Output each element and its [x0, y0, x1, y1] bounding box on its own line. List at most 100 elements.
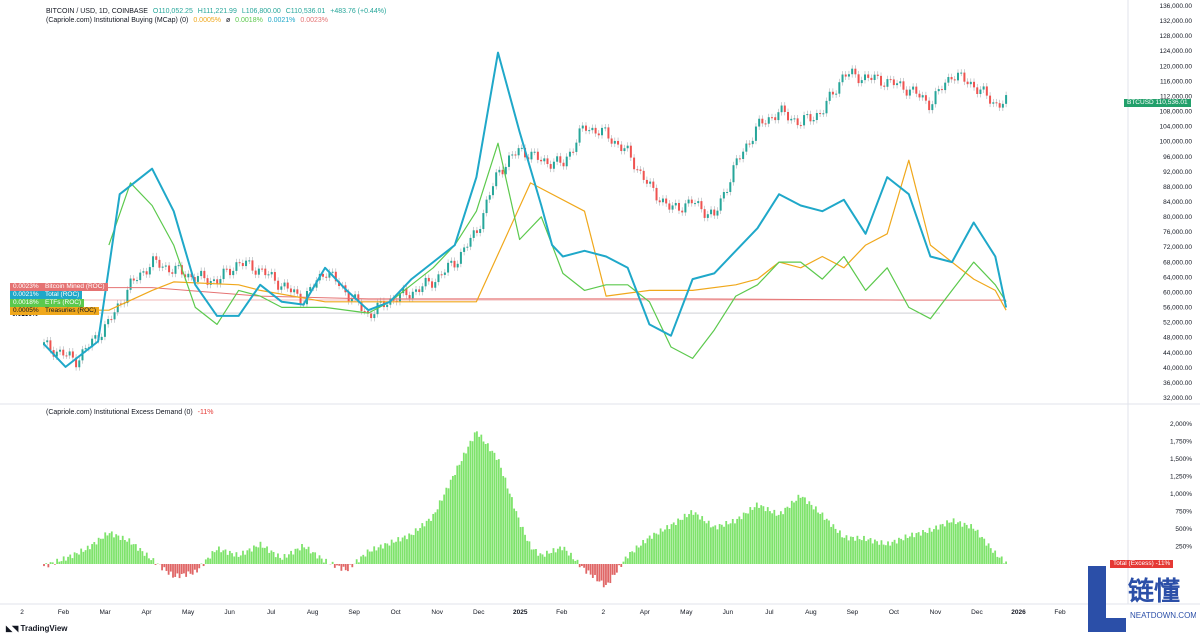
candle-body: [177, 265, 180, 267]
excess-bar: [141, 551, 144, 564]
excess-bar: [178, 564, 181, 579]
legend-tag: 0.0018% ETFs (ROC): [10, 299, 85, 307]
indicator-header[interactable]: (Capriole.com) Institutional Buying (MCa…: [46, 17, 331, 24]
excess-bar: [277, 553, 279, 564]
excess-bar: [303, 547, 306, 564]
excess-bar: [992, 552, 994, 564]
excess-bar: [379, 544, 382, 564]
series-line-treasuries-roc: [44, 159, 1007, 311]
excess-bar: [825, 518, 828, 564]
excess-bar: [84, 550, 87, 564]
candle-body: [398, 293, 401, 303]
candle-body: [854, 68, 857, 75]
x-tick-label: Jun: [224, 609, 235, 616]
candle-body: [729, 182, 732, 192]
excess-bar: [729, 523, 732, 564]
neatdown-logo-icon: 链懂 NEATDOWN.COM: [1088, 566, 1196, 632]
excess-bar: [347, 564, 349, 572]
excess-bar: [526, 540, 529, 564]
excess-bar: [755, 502, 758, 564]
candle-body: [549, 164, 552, 169]
excess-bar: [742, 512, 745, 564]
excess-bar: [45, 563, 48, 564]
candle-body: [604, 127, 607, 129]
candle-body: [806, 114, 809, 116]
candle-body: [286, 282, 289, 289]
excess-bar: [202, 564, 205, 567]
candle-body: [107, 319, 110, 325]
excess-bar: [718, 524, 721, 564]
change-value: +483.76 (+0.44%): [330, 8, 387, 15]
excess-bar: [270, 550, 273, 564]
excess-bar: [845, 535, 848, 564]
excess-bar: [316, 558, 319, 564]
candle-body: [985, 86, 988, 96]
candle-body: [947, 77, 950, 83]
excess-bar: [930, 531, 933, 564]
candle-body: [482, 213, 485, 230]
excess-bar: [132, 544, 135, 564]
excess-bar: [193, 564, 196, 570]
candle-body: [623, 148, 626, 152]
excess-bar: [449, 479, 452, 564]
candle-body: [168, 265, 171, 273]
candle-body: [62, 349, 65, 356]
candle-body: [915, 86, 918, 94]
indicator-v4: 0.0023%: [300, 17, 328, 24]
candle-body: [607, 127, 610, 139]
excess-bar: [456, 465, 459, 564]
lower-indicator-header[interactable]: (Capriole.com) Institutional Excess Dema…: [46, 409, 216, 416]
excess-bar: [1003, 563, 1005, 564]
price-tick-label: 96,000.00: [1163, 154, 1192, 161]
excess-bar: [476, 431, 478, 564]
excess-bar: [933, 529, 935, 564]
tradingview-logo[interactable]: ◣◥ TradingView: [6, 624, 68, 633]
candle-body: [710, 209, 713, 215]
excess-bar: [856, 535, 859, 564]
excess-bar: [893, 539, 896, 564]
candle-body: [421, 286, 424, 293]
excess-bar: [758, 507, 760, 564]
candle-body: [556, 156, 559, 162]
excess-bar: [524, 534, 526, 564]
candle-body: [354, 294, 357, 299]
price-tick-label: 120,000.00: [1159, 63, 1192, 70]
excess-bar: [71, 558, 74, 564]
legend-tag: 0.0023% Bitcoin Mined (ROC): [10, 283, 108, 291]
candle-body: [270, 272, 273, 275]
excess-bar: [546, 550, 548, 564]
lower-indicator-value: -11%: [197, 409, 214, 416]
candle-body: [536, 151, 539, 160]
candle-body: [126, 289, 129, 304]
excess-bar: [882, 544, 885, 564]
candle-body: [206, 278, 209, 285]
candle-body: [754, 126, 757, 141]
candle-body: [1001, 103, 1004, 108]
candle-body: [440, 274, 443, 276]
symbol-title: BITCOIN / USD, 1D, COINBASE: [46, 8, 148, 15]
candle-body: [533, 151, 536, 153]
x-tick-label: Nov: [431, 609, 443, 616]
price-tick-label: 40,000.00: [1163, 365, 1192, 372]
candle-body: [851, 68, 854, 75]
excess-bar: [298, 550, 301, 564]
candle-body: [347, 292, 350, 302]
excess-bar: [537, 555, 540, 564]
excess-bar: [386, 543, 389, 564]
candle-body: [257, 268, 260, 275]
excess-bar: [913, 537, 916, 564]
candle-body: [764, 123, 767, 125]
price-tick-label: 36,000.00: [1163, 380, 1192, 387]
candle-body: [248, 260, 251, 262]
candle-body: [235, 262, 238, 271]
excess-bar: [410, 534, 413, 564]
excess-bar: [495, 459, 498, 564]
excess-bar: [200, 563, 203, 564]
excess-tick-label: 500%: [1175, 526, 1192, 533]
x-tick-label: Feb: [58, 609, 70, 616]
excess-bar: [694, 512, 697, 564]
excess-bar: [906, 537, 909, 564]
excess-bar: [832, 524, 835, 564]
excess-bar: [451, 475, 454, 564]
